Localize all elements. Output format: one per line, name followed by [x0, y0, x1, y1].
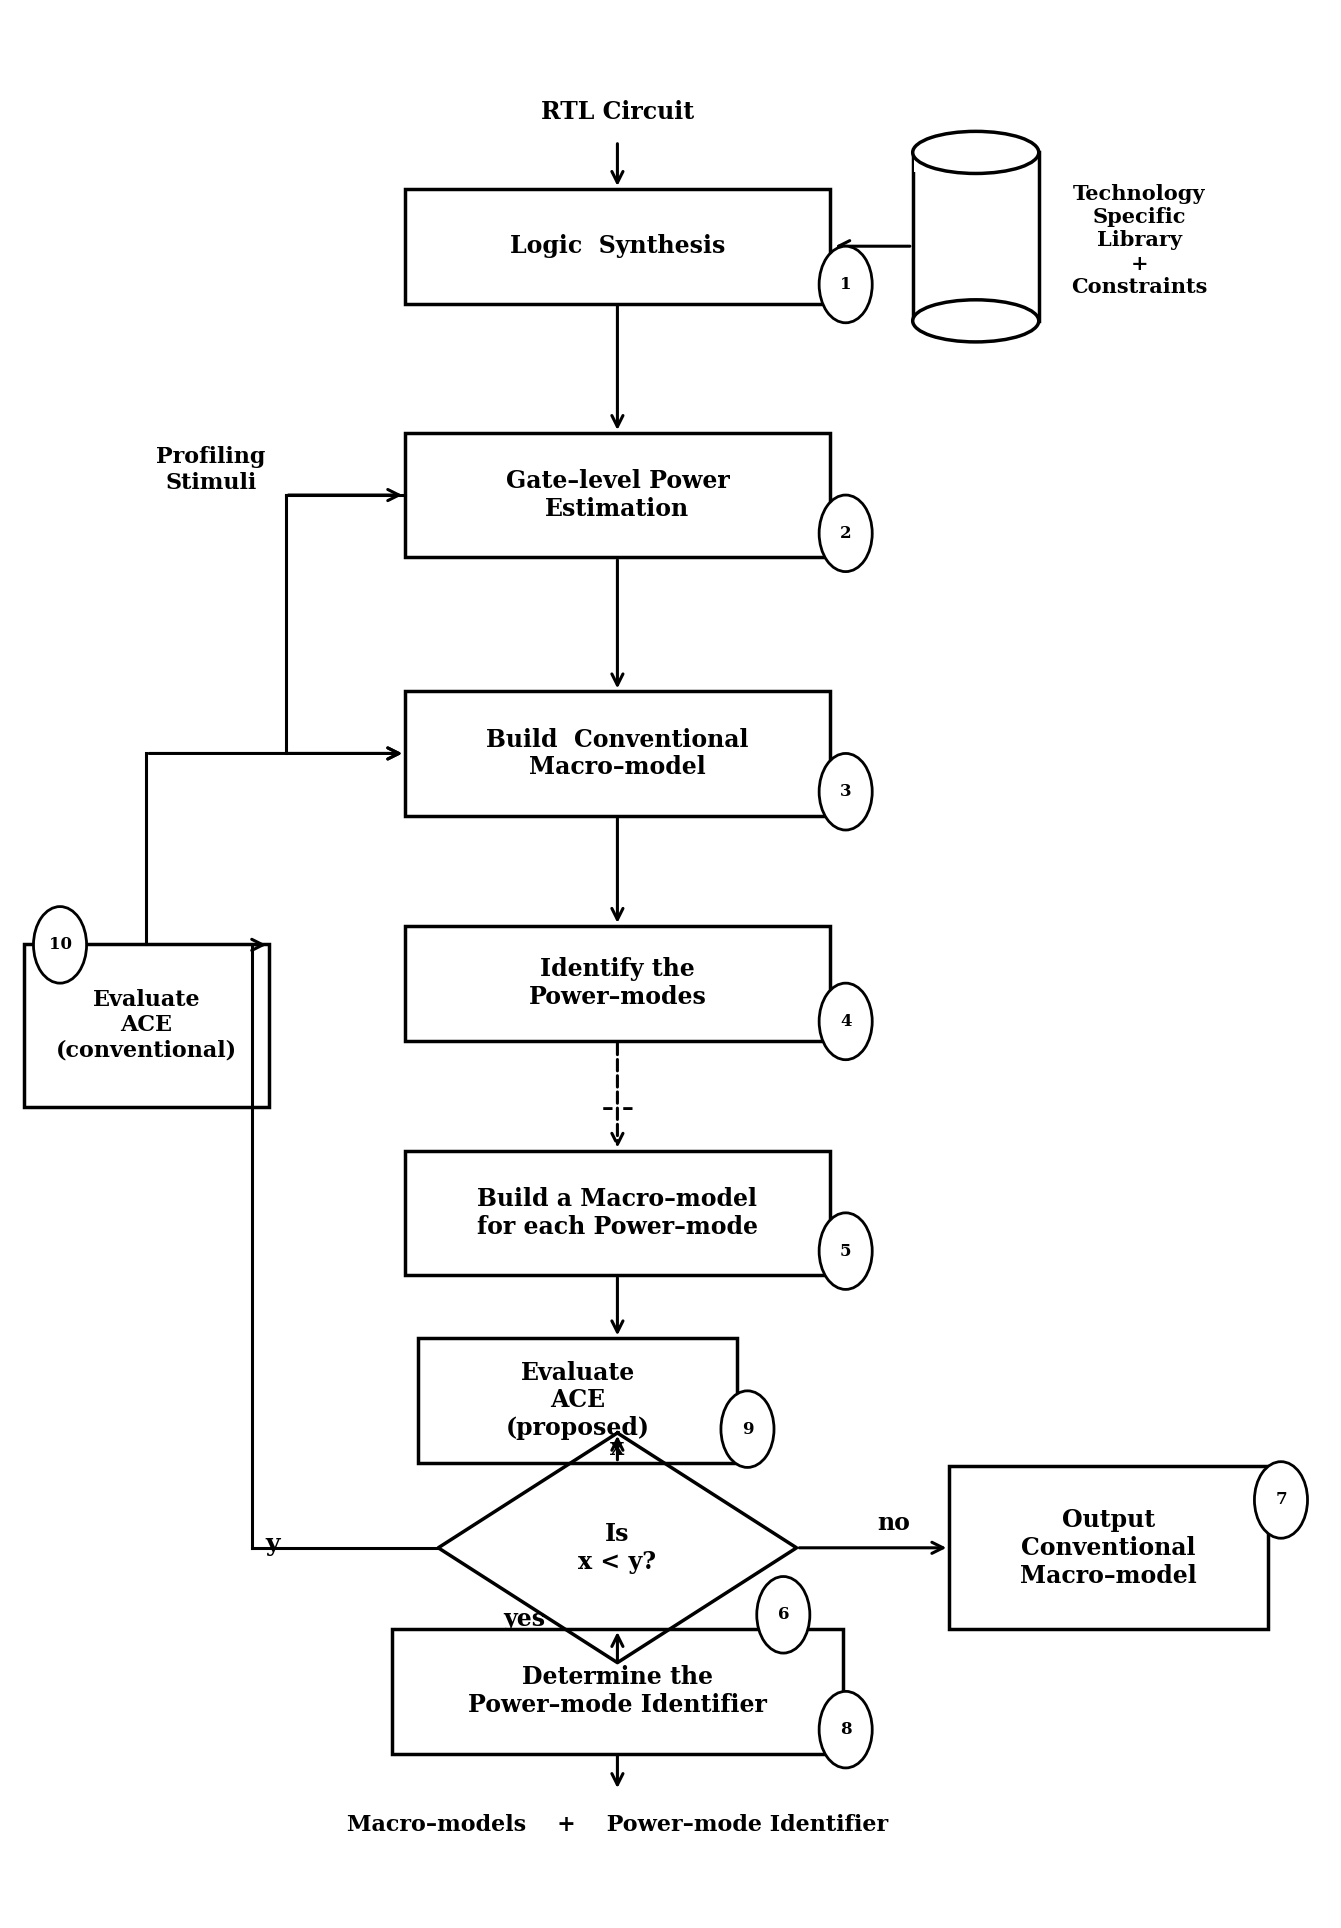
Text: Build  Conventional
Macro–model: Build Conventional Macro–model [487, 727, 748, 779]
Text: Evaluate
ACE
(conventional): Evaluate ACE (conventional) [56, 989, 237, 1062]
Ellipse shape [913, 299, 1039, 341]
FancyBboxPatch shape [24, 945, 270, 1107]
Text: x: x [610, 1436, 625, 1459]
FancyBboxPatch shape [392, 1629, 843, 1754]
Bar [915, 152, 1038, 172]
Text: Profiling
Stimuli: Profiling Stimuli [157, 447, 266, 494]
Polygon shape [439, 1433, 797, 1662]
Text: Gate–level Power
Estimation: Gate–level Power Estimation [506, 469, 730, 521]
Text: Evaluate
ACE
(proposed): Evaluate ACE (proposed) [506, 1361, 649, 1440]
FancyBboxPatch shape [405, 1151, 830, 1274]
Text: Macro–models    +    Power–mode Identifier: Macro–models + Power–mode Identifier [347, 1814, 888, 1835]
Text: 6: 6 [778, 1606, 789, 1623]
Text: Technology
Specific
Library
+
Constraints: Technology Specific Library + Constraint… [1071, 183, 1208, 297]
FancyBboxPatch shape [405, 692, 830, 816]
Circle shape [756, 1577, 810, 1652]
Text: 9: 9 [742, 1421, 754, 1438]
Circle shape [819, 1691, 872, 1768]
Text: Identify the
Power–modes: Identify the Power–modes [528, 956, 707, 1008]
Text: RTL Circuit: RTL Circuit [540, 100, 695, 123]
Text: Determine the
Power–mode Identifier: Determine the Power–mode Identifier [468, 1666, 767, 1718]
Text: 2: 2 [839, 524, 852, 542]
Text: y: y [266, 1533, 280, 1556]
Text: 7: 7 [1275, 1492, 1287, 1508]
Text: Logic  Synthesis: Logic Synthesis [510, 233, 725, 258]
Circle shape [1254, 1461, 1307, 1539]
Circle shape [819, 1213, 872, 1290]
Text: no: no [877, 1512, 911, 1535]
FancyBboxPatch shape [405, 925, 830, 1041]
Circle shape [819, 754, 872, 831]
FancyBboxPatch shape [949, 1467, 1267, 1629]
FancyBboxPatch shape [405, 189, 830, 303]
Circle shape [819, 495, 872, 571]
Text: Output
Conventional
Macro–model: Output Conventional Macro–model [1021, 1508, 1196, 1587]
Circle shape [721, 1390, 774, 1467]
FancyBboxPatch shape [405, 432, 830, 557]
Bar [913, 152, 1039, 320]
Text: Is
x < y?: Is x < y? [578, 1521, 657, 1573]
Text: – –: – – [602, 1095, 633, 1120]
Text: yes: yes [503, 1606, 546, 1631]
Text: 3: 3 [839, 783, 852, 800]
Text: 8: 8 [839, 1722, 852, 1739]
Circle shape [34, 906, 87, 983]
Text: Build a Macro–model
for each Power–mode: Build a Macro–model for each Power–mode [477, 1188, 758, 1238]
Circle shape [819, 983, 872, 1060]
Text: 10: 10 [48, 937, 71, 952]
Text: 5: 5 [839, 1244, 852, 1259]
Text: 1: 1 [839, 276, 852, 293]
Ellipse shape [913, 131, 1039, 174]
FancyBboxPatch shape [418, 1338, 736, 1463]
Text: 4: 4 [839, 1012, 852, 1030]
Circle shape [819, 247, 872, 322]
